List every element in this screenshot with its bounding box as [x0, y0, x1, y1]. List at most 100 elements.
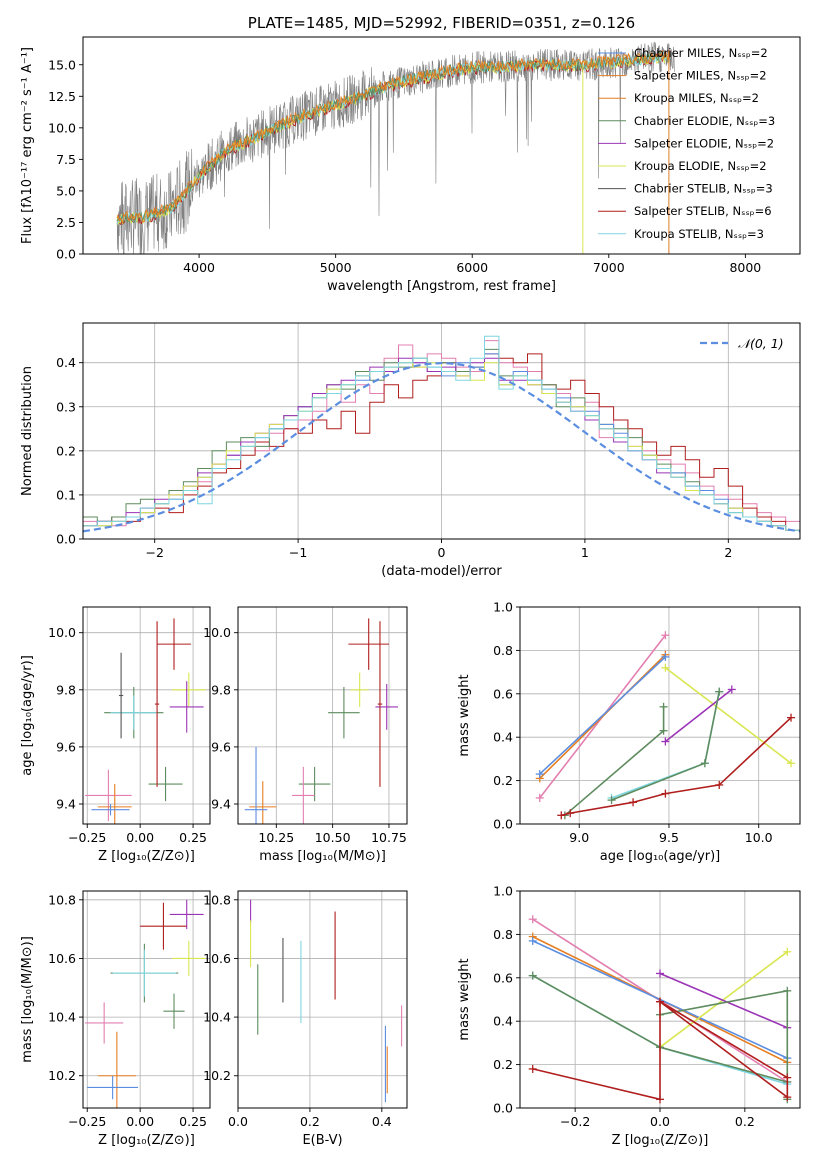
x-axis-label: Z [log₁₀(Z/Z⊙)] [612, 1133, 709, 1148]
errorbar-point [350, 672, 369, 707]
y-tick-label: 10.6 [203, 951, 231, 966]
errorbar-point [375, 684, 398, 730]
errorbar-point [171, 672, 206, 707]
x-tick-label: 1 [581, 545, 589, 560]
x-axis-label: (data-model)/error [381, 564, 502, 579]
plot-area [85, 618, 206, 824]
plot-area [83, 335, 800, 533]
x-axis-label: mass [log₁₀(M/M⊙)] [259, 849, 386, 864]
y-tick-label: 2.5 [56, 215, 76, 230]
panel-mass_vs_ebv: 0.0 0.2 0.4 10.2 10.4 10.6 10.8 E(B-V) [203, 890, 408, 1148]
y-tick-label: 0.0 [493, 817, 513, 832]
weight-marker [787, 713, 796, 722]
y-tick-label: 0.2 [493, 1057, 513, 1072]
x-tick-label: 9.0 [569, 830, 589, 845]
weight-marker [783, 986, 792, 995]
x-tick-label: 5000 [320, 260, 352, 275]
weight-marker [629, 798, 638, 807]
weight-marker [661, 737, 670, 746]
x-tick-label: 2 [724, 545, 732, 560]
x-axis-label: Z [log₁₀(Z/Z⊙)] [98, 849, 195, 864]
y-axis-label: Normed distribution [20, 366, 35, 496]
errorbar-point [112, 949, 177, 997]
y-tick-label: 15.0 [48, 57, 76, 72]
weight-marker [715, 780, 724, 789]
y-tick-label: 10.6 [48, 951, 76, 966]
y-tick-label: 9.6 [56, 739, 76, 754]
y-tick-label: 1.0 [493, 884, 513, 899]
model-spectrum [116, 49, 671, 225]
legend-label: Kroupa ELODIE, Nₛₛₚ=2 [634, 159, 767, 173]
legend-label: Salpeter ELODIE, Nₛₛₚ=2 [634, 136, 774, 150]
weight-line [664, 688, 733, 743]
x-tick-label: 0.00 [126, 1114, 154, 1129]
x-tick-label: 10.50 [315, 830, 351, 845]
legend-label: Chabrier MILES, Nₛₛₚ=2 [634, 46, 768, 60]
panel-mass_weight_vs_Z: −0.2 0.0 0.2 0.0 0.2 0.4 0.6 0.8 1.0 Z [log₁₀(Z/Z… [457, 884, 801, 1148]
weight-marker [656, 969, 664, 978]
errorbar-point [118, 652, 124, 739]
errorbar-point [249, 781, 277, 824]
y-tick-label: 10.8 [48, 892, 76, 907]
weight-line [539, 656, 666, 775]
weight-marker [661, 652, 670, 661]
y-tick-label: 9.8 [56, 682, 76, 697]
legend: Chabrier MILES, Nₛₛₚ=2 Salpeter MILES, Nₛ… [598, 46, 775, 241]
weight-marker [659, 702, 668, 711]
y-tick-label: 5.0 [56, 183, 76, 198]
axes-frame [82, 606, 211, 825]
y-tick-label: 0.3 [56, 399, 76, 414]
errorbar-point [140, 902, 187, 950]
x-tick-label: 8000 [729, 260, 761, 275]
y-axis-label: mass [log₁₀(M/M⊙)] [20, 936, 35, 1063]
x-tick-label: 10.0 [745, 830, 773, 845]
y-tick-label: 12.5 [48, 89, 76, 104]
y-tick-label: 9.4 [211, 797, 231, 812]
x-tick-label: 0.2 [300, 1114, 320, 1129]
weight-marker [783, 1073, 792, 1082]
errorbar-point [154, 621, 160, 787]
weight-marker [607, 796, 616, 805]
x-axis-label: Z [log₁₀(Z/Z⊙)] [98, 1133, 195, 1148]
panel-spectrum: 4000 5000 6000 7000 8000 0.0 2.5 5.0 7.5 10.0 12.5… [20, 14, 801, 294]
errorbar-point [110, 695, 158, 730]
x-tick-label: 10.25 [258, 830, 294, 845]
panel-age_vs_mass: 10.25 10.50 10.75 9.4 9.6 9.8 10.0 mass [log₁₀(… [203, 606, 408, 864]
x-tick-label: 0 [438, 545, 446, 560]
weight-marker [656, 1095, 664, 1104]
x-axis-label: wavelength [Angstrom, rest frame] [327, 279, 556, 294]
chart-title: PLATE=1485, MJD=52992, FIBERID=0351, z=0… [248, 14, 635, 32]
errorbar-point [292, 766, 315, 824]
weight-line [659, 972, 788, 1029]
weight-marker [528, 915, 537, 924]
plot-area [244, 618, 398, 824]
y-tick-label: 0.8 [493, 927, 513, 942]
y-tick-label: 10.8 [203, 892, 231, 907]
weight-marker [656, 997, 664, 1006]
legend: 𝒩(0, 1) [700, 336, 784, 351]
y-tick-label: 10.2 [203, 1068, 231, 1083]
x-tick-label: 0.25 [179, 1114, 207, 1129]
y-tick-label: 0.0 [56, 247, 76, 262]
y-tick-label: 10.0 [48, 625, 76, 640]
weight-marker [535, 793, 544, 802]
x-tick-label: 0.25 [179, 830, 207, 845]
errorbar-point [85, 1002, 124, 1044]
panel-age_vs_Z: −0.25 0.00 0.25 9.4 9.6 9.8 10.0 Z [log₁₀(Z/Z⊙)… [20, 606, 211, 864]
legend-label: Salpeter MILES, Nₛₛₚ=2 [634, 69, 767, 83]
weight-marker [566, 809, 575, 818]
weight-marker [535, 770, 544, 779]
errorbar-point [328, 686, 360, 739]
plot-area [250, 899, 403, 1103]
weight-marker [787, 759, 796, 768]
errorbar-point [377, 621, 383, 787]
weight-marker [557, 811, 566, 820]
x-tick-label: −2 [145, 545, 163, 560]
plot-area [528, 915, 792, 1104]
y-tick-label: 10.0 [48, 120, 76, 135]
y-tick-label: 10.2 [48, 1068, 76, 1083]
y-tick-label: 0.6 [493, 970, 513, 985]
errorbar-point [97, 784, 132, 824]
x-tick-label: −0.25 [68, 1114, 106, 1129]
errorbar-point [97, 1031, 136, 1108]
